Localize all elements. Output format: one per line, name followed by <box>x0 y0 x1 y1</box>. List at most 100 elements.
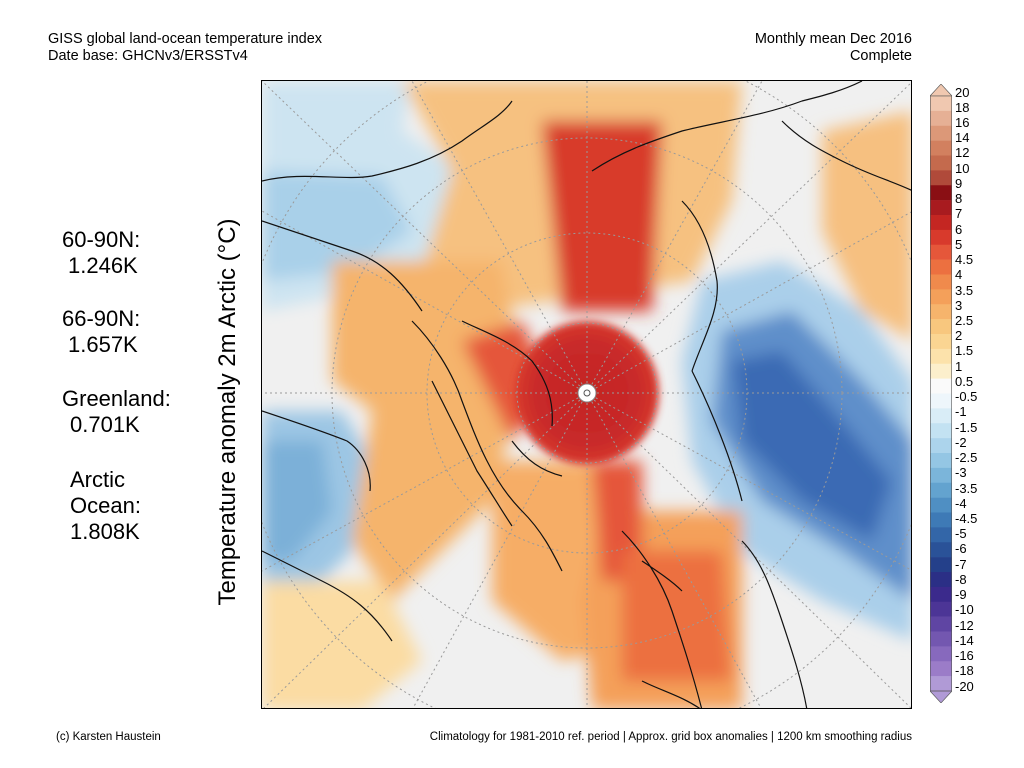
colorbar-tick-label: 20 <box>955 84 970 100</box>
colorbar-tick-label: 10 <box>955 160 970 176</box>
chart-title: GISS global land-ocean temperature index <box>48 31 323 47</box>
colorbar-tick-label: -12 <box>955 617 974 633</box>
header-right: Monthly mean Dec 2016 Complete <box>755 31 912 65</box>
stat-value: 1.657K <box>68 332 138 357</box>
colorbar-swatch <box>930 467 952 484</box>
colorbar-tick-label: -16 <box>955 648 974 663</box>
colorbar-swatch <box>930 572 952 588</box>
colorbar-tick-label: -2.5 <box>955 450 978 465</box>
colorbar-swatch <box>930 229 952 246</box>
colorbar-swatch <box>930 185 952 201</box>
colorbar-tick-label: 9 <box>955 175 963 191</box>
colorbar-swatch <box>930 557 952 573</box>
stat-arctic-ocean: Arctic Ocean: 1.808K <box>70 467 141 545</box>
colorbar-swatch <box>930 155 952 171</box>
colorbar-swatch <box>930 676 952 692</box>
stat-greenland: Greenland: 0.701K <box>62 386 171 438</box>
y-axis-label: Temperature anomaly 2m Arctic (°C) <box>214 218 241 606</box>
header-left: GISS global land-ocean temperature index… <box>48 31 322 65</box>
database-label: Date base: GHCNv3/ERSSTv4 <box>48 48 248 64</box>
colorbar-tick-label: 6 <box>955 221 963 237</box>
stat-66-90n: 66-90N: 1.657K <box>62 306 140 358</box>
colorbar-tick-label: -18 <box>955 663 974 679</box>
colorbar-min-arrow <box>930 690 952 703</box>
colorbar-tick-label: -6 <box>955 541 967 557</box>
colorbar-swatch <box>930 140 952 156</box>
colorbar-swatch <box>930 646 952 662</box>
colorbar-swatch <box>930 348 952 365</box>
colorbar-tick-label: 12 <box>955 145 970 161</box>
colorbar-swatch <box>930 631 952 647</box>
colorbar-swatch <box>930 438 952 454</box>
colorbar-swatch <box>930 542 952 558</box>
colorbar-tick-label: -0.5 <box>955 389 978 405</box>
period-label: Monthly mean Dec 2016 <box>754 31 912 47</box>
stat-label-2: Ocean: <box>70 493 141 518</box>
colorbar-swatch <box>930 408 952 424</box>
footnote-label: Climatology for 1981-2010 ref. period | … <box>429 731 912 743</box>
colorbar-swatch <box>930 319 952 335</box>
colorbar-swatch <box>930 110 952 127</box>
stat-value: 1.246K <box>68 253 138 278</box>
colorbar-tick-label: -1.5 <box>955 419 978 435</box>
colorbar-tick-label: -9 <box>955 587 967 603</box>
colorbar-tick-label: -4.5 <box>955 511 978 526</box>
colorbar-swatch <box>930 170 952 186</box>
colorbar <box>930 84 952 703</box>
colorbar-tick-label: -1 <box>955 404 967 420</box>
colorbar-tick-label: 2.5 <box>955 313 974 328</box>
colorbar-max-arrow <box>930 84 952 97</box>
status-label: Complete <box>849 48 912 64</box>
colorbar-tick-label: 4 <box>955 267 963 283</box>
colorbar-tick-label: 3.5 <box>955 282 974 298</box>
stat-label: 60-90N: <box>62 227 141 252</box>
colorbar-swatch <box>930 512 952 528</box>
colorbar-tick-label: 14 <box>955 130 970 146</box>
colorbar-swatch <box>930 423 952 439</box>
stat-label: Greenland: <box>62 386 171 411</box>
colorbar-tick-label: 16 <box>955 115 970 130</box>
colorbar-tick-label: 4.5 <box>955 252 974 267</box>
colorbar-swatch <box>930 334 952 350</box>
colorbar-swatch <box>930 661 952 677</box>
colorbar-frame <box>930 95 952 692</box>
credit-label: (c) Karsten Haustein <box>56 731 161 743</box>
colorbar-swatch <box>930 274 952 290</box>
colorbar-swatch <box>930 393 952 409</box>
colorbar-tick-label: -2 <box>955 434 967 450</box>
colorbar-swatch <box>930 304 952 320</box>
colorbar-tick-label: -5 <box>955 526 967 542</box>
colorbar-swatch <box>930 289 952 305</box>
colorbar-tick-label: -7 <box>955 556 967 572</box>
colorbar-tick-label: -8 <box>955 571 967 587</box>
colorbar-tick-label: -3 <box>955 465 967 481</box>
colorbar-tick-label: -4 <box>955 495 967 511</box>
colorbar-tick-label: -14 <box>955 632 974 648</box>
colorbar-tick-label: -20 <box>955 678 974 694</box>
colorbar-swatch <box>930 453 952 469</box>
colorbar-tick-label: -10 <box>955 602 974 618</box>
colorbar-tick-label: 5 <box>955 236 963 252</box>
stat-value: 0.701K <box>70 412 140 437</box>
colorbar-swatch <box>930 363 952 379</box>
colorbar-swatch <box>930 616 952 632</box>
colorbar-swatch <box>930 125 952 141</box>
colorbar-swatch <box>930 586 952 603</box>
colorbar-tick-label: 18 <box>955 99 970 115</box>
colorbar-tick-label: 0.5 <box>955 373 974 389</box>
colorbar-swatch <box>930 482 952 498</box>
colorbar-swatch <box>930 244 952 260</box>
colorbar-swatch <box>930 497 952 513</box>
colorbar-swatch <box>930 378 952 394</box>
colorbar-tick-label: 2 <box>955 328 963 344</box>
colorbar-tick-label: 1.5 <box>955 343 974 359</box>
stat-label: 66-90N: <box>62 306 141 331</box>
stat-value: 1.808K <box>70 519 140 544</box>
colorbar-swatch <box>930 200 952 216</box>
colorbar-tick-label: 8 <box>955 191 963 207</box>
stat-label: Arctic <box>70 467 125 492</box>
colorbar-tick-label: 3 <box>955 297 963 313</box>
colorbar-swatch <box>930 96 952 112</box>
colorbar-tick-label: 1 <box>955 358 963 374</box>
colorbar-tick-label: -3.5 <box>955 480 978 496</box>
